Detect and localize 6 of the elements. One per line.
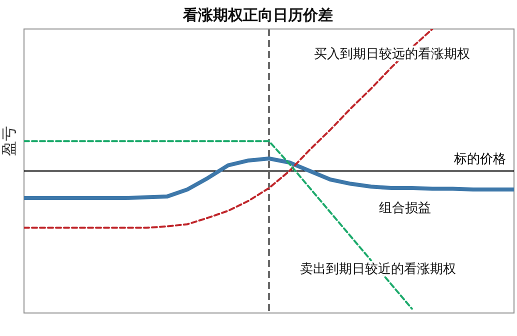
- series-label: 组合损益: [379, 201, 431, 216]
- ref-line-label: 标的价格: [453, 152, 506, 167]
- chart-title: 看涨期权正向日历价差: [182, 6, 333, 24]
- y-axis-title: 盈亏: [0, 126, 18, 156]
- series-label: 卖出到期日较近的看涨期权: [300, 262, 456, 277]
- series-label: 买入到期日较远的看涨期权: [314, 47, 470, 62]
